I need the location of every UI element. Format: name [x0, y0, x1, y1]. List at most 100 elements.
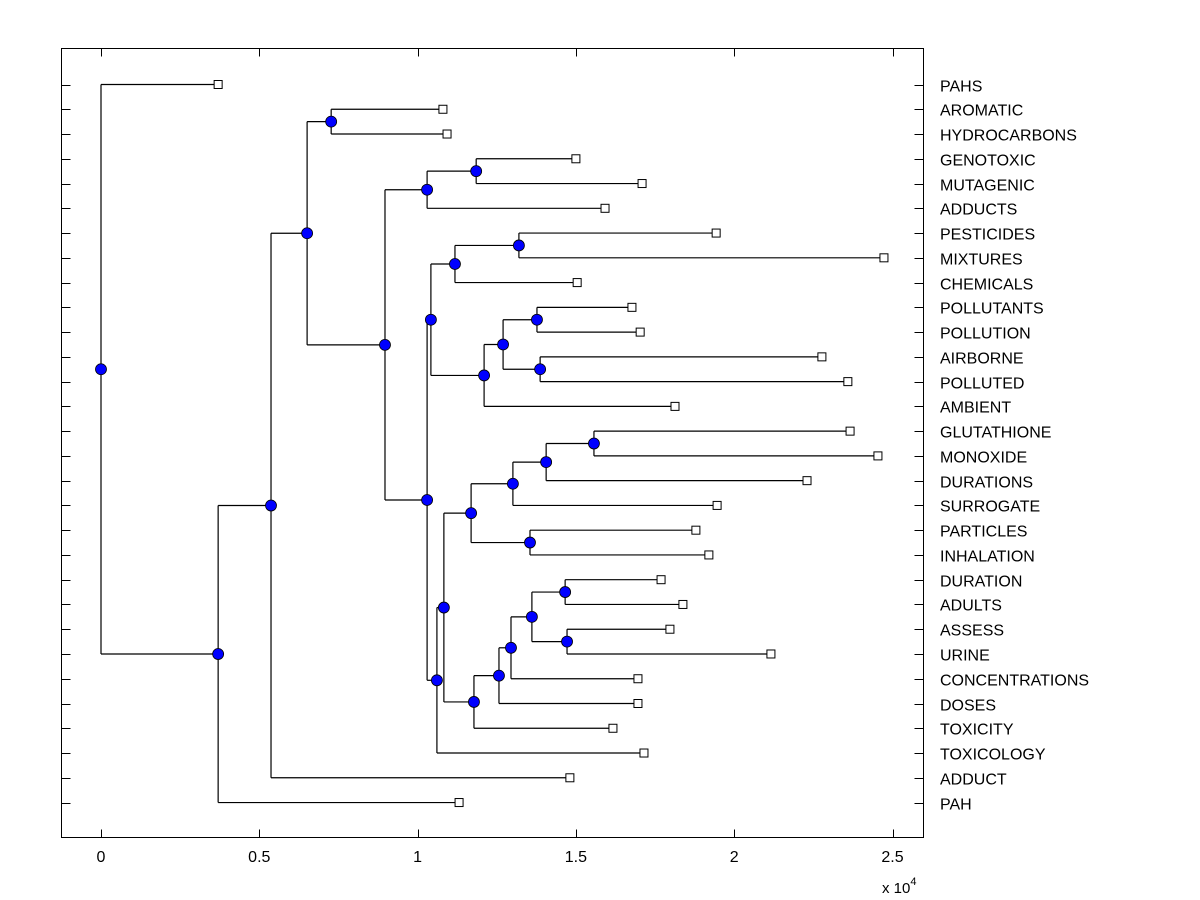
merge-node	[534, 363, 547, 376]
merge-node	[506, 477, 519, 490]
x-tick-labels: 0 0.5 1 1.5 2 2.5	[97, 849, 904, 866]
leaf-label-genotoxic: GENOTOXIC	[940, 153, 1036, 170]
leaf-marker	[438, 104, 448, 114]
leaf-label-pollutants: POLLUTANTS	[940, 301, 1044, 318]
merge-nodes	[95, 115, 600, 708]
leaf-label-particles: PARTICLES	[940, 524, 1027, 541]
x-tick-label: 0	[97, 849, 106, 866]
merge-node	[540, 456, 553, 468]
leaf-label-polluted: POLLUTED	[940, 376, 1024, 393]
x-tick-label: 2	[730, 849, 739, 866]
x-multiplier-label: x 104	[882, 876, 916, 897]
merge-node	[437, 601, 450, 614]
leaf-marker	[633, 699, 643, 708]
leaf-marker	[633, 674, 643, 684]
axis-ticks	[61, 48, 924, 838]
leaf-label-adducts: ADDUCTS	[940, 202, 1017, 219]
x-tick-label: 2.5	[881, 849, 903, 866]
merge-node	[525, 610, 538, 623]
merge-node	[95, 363, 107, 376]
leaf-label-chemicals: CHEMICALS	[940, 277, 1033, 294]
merge-node	[559, 586, 572, 598]
merge-node	[493, 669, 505, 682]
leaf-marker	[571, 154, 581, 164]
merge-node	[478, 369, 490, 382]
merge-node	[524, 536, 536, 549]
leaf-label-assess: ASSESS	[940, 623, 1004, 640]
merge-node	[465, 507, 478, 520]
leaf-marker	[712, 500, 722, 510]
leaf-label-concentrations: CONCENTRATIONS	[940, 673, 1089, 690]
leaf-label-pah: PAH	[940, 797, 972, 814]
leaf-label-surrogate: SURROGATE	[940, 499, 1040, 516]
merge-node	[424, 313, 437, 326]
leaf-label-pahs: PAHS	[940, 79, 982, 96]
leaf-label-monoxide: MONOXIDE	[940, 450, 1027, 467]
leaf-label-doses: DOSES	[940, 698, 996, 715]
x-tick-label: 0.5	[248, 849, 270, 866]
leaf-marker	[873, 451, 883, 461]
leaf-marker	[665, 624, 675, 634]
merge-node	[431, 674, 443, 687]
leaf-label-duration: DURATION	[940, 574, 1022, 591]
merge-node	[588, 437, 600, 450]
merge-node	[325, 115, 338, 128]
leaf-marker	[442, 129, 452, 139]
leaf-marker	[627, 302, 637, 312]
leaf-label-glutathione: GLUTATHIONE	[940, 425, 1051, 442]
merge-node	[421, 183, 433, 196]
leaf-marker	[213, 80, 223, 89]
leaf-label-adults: ADULTS	[940, 598, 1002, 615]
leaf-label-mixtures: MIXTURES	[940, 252, 1023, 269]
merge-node	[505, 641, 517, 654]
leaf-label-durations: DURATIONS	[940, 475, 1033, 492]
leaf-marker	[817, 352, 827, 362]
leaf-label-inhalation: INHALATION	[940, 549, 1035, 566]
x-tick-label: 1	[413, 849, 422, 866]
merge-node	[531, 313, 543, 326]
leaf-marker	[608, 723, 618, 733]
merge-node	[561, 635, 573, 648]
leaf-marker	[637, 179, 647, 189]
leaf-marker	[802, 476, 812, 486]
merge-node	[513, 239, 525, 252]
leaf-marker	[565, 773, 575, 783]
merge-node	[212, 648, 225, 660]
leaf-label-adduct: ADDUCT	[940, 772, 1007, 789]
leaf-label-pollution: POLLUTION	[940, 326, 1031, 343]
merge-node	[468, 696, 480, 708]
leaf-marker	[678, 599, 688, 609]
plot-area	[61, 48, 924, 838]
leaf-marker	[845, 426, 855, 436]
leaf-marker	[656, 575, 666, 585]
leaf-label-toxicity: TOXICITY	[940, 722, 1014, 739]
leaf-marker	[766, 649, 776, 659]
leaf-marker	[691, 525, 701, 535]
leaf-labels: PAHS AROMATIC HYDROCARBONS GENOTOXIC MUTAGEN…	[940, 79, 1089, 814]
leaf-marker	[670, 401, 680, 411]
merge-node	[265, 499, 277, 512]
x-tick-label: 1.5	[565, 849, 587, 866]
leaf-label-urine: URINE	[940, 648, 990, 665]
merge-node	[301, 227, 314, 240]
leaf-label-aromatic: AROMATIC	[940, 103, 1023, 120]
leaf-label-mutagenic: MUTAGENIC	[940, 178, 1035, 195]
leaf-marker	[454, 798, 464, 808]
merge-node	[449, 258, 461, 270]
leaf-marker	[879, 253, 889, 263]
leaf-marker	[635, 327, 645, 337]
leaf-label-airborne: AIRBORNE	[940, 351, 1024, 368]
merge-node	[379, 338, 391, 351]
leaf-marker	[572, 278, 582, 288]
leaf-label-toxicology: TOXICOLOGY	[940, 747, 1046, 764]
leaf-marker	[843, 377, 853, 387]
leaf-marker	[639, 748, 649, 758]
merge-node	[421, 494, 433, 506]
leaf-marker	[704, 550, 714, 560]
leaf-label-ambient: AMBIENT	[940, 400, 1011, 417]
leaf-marker	[600, 203, 610, 213]
leaf-marker	[711, 228, 721, 238]
leaf-label-pesticides: PESTICIDES	[940, 227, 1035, 244]
merge-node	[470, 165, 483, 178]
